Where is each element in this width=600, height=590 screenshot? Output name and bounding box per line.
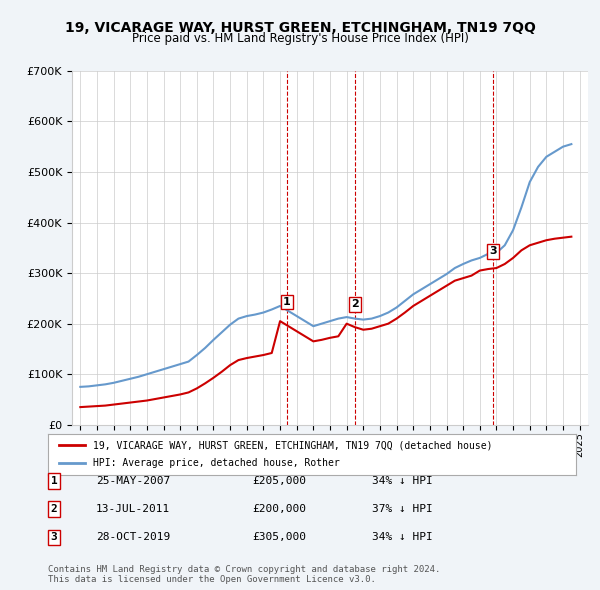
Text: £205,000: £205,000 [252,476,306,486]
Text: Contains HM Land Registry data © Crown copyright and database right 2024.
This d: Contains HM Land Registry data © Crown c… [48,565,440,584]
Text: 34% ↓ HPI: 34% ↓ HPI [372,533,433,542]
Text: 28-OCT-2019: 28-OCT-2019 [96,533,170,542]
Text: 19, VICARAGE WAY, HURST GREEN, ETCHINGHAM, TN19 7QQ (detached house): 19, VICARAGE WAY, HURST GREEN, ETCHINGHA… [93,440,493,450]
Text: £305,000: £305,000 [252,533,306,542]
Text: 1: 1 [50,476,58,486]
Text: 3: 3 [490,247,497,257]
Text: 13-JUL-2011: 13-JUL-2011 [96,504,170,514]
Text: Price paid vs. HM Land Registry's House Price Index (HPI): Price paid vs. HM Land Registry's House … [131,32,469,45]
Text: 1: 1 [283,297,290,307]
Text: 2: 2 [50,504,58,514]
Text: HPI: Average price, detached house, Rother: HPI: Average price, detached house, Roth… [93,458,340,468]
Text: 34% ↓ HPI: 34% ↓ HPI [372,476,433,486]
Text: 2: 2 [351,300,359,310]
Text: £200,000: £200,000 [252,504,306,514]
Text: 3: 3 [50,533,58,542]
Text: 25-MAY-2007: 25-MAY-2007 [96,476,170,486]
Text: 37% ↓ HPI: 37% ↓ HPI [372,504,433,514]
Text: 19, VICARAGE WAY, HURST GREEN, ETCHINGHAM, TN19 7QQ: 19, VICARAGE WAY, HURST GREEN, ETCHINGHA… [65,21,535,35]
